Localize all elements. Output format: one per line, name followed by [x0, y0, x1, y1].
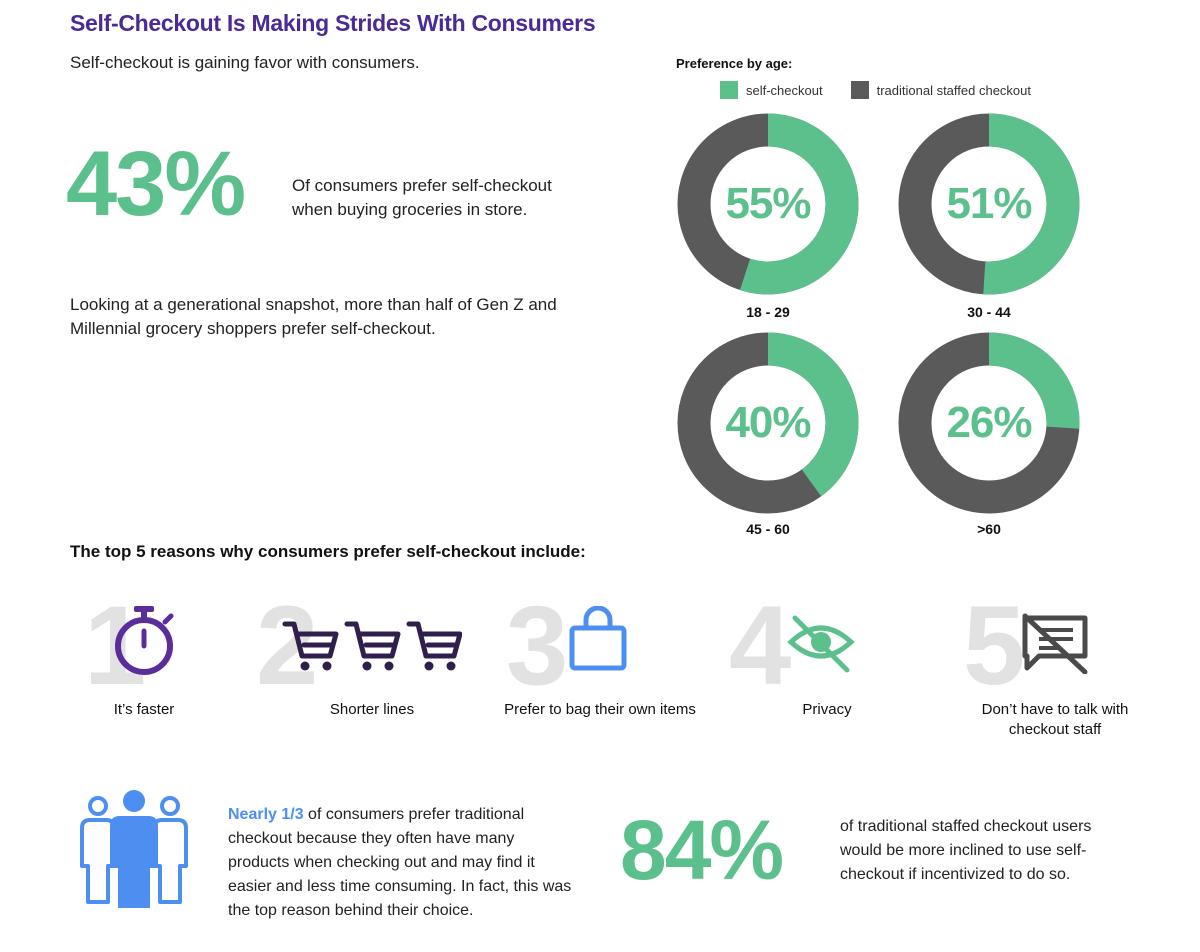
age-label-18-29: 18 - 29: [746, 304, 790, 320]
reason-label-5: Don’t have to talk with checkout staff: [981, 701, 1129, 738]
nearly-highlight: Nearly 1/3: [228, 806, 304, 823]
nearly-third-paragraph: Nearly 1/3 of consumers prefer tradition…: [228, 803, 573, 923]
reason-label-1: It’s faster: [113, 701, 175, 718]
reason-number-5: 5: [963, 583, 1026, 708]
reason-2: 2 Shorter lines: [256, 590, 472, 750]
legend-item-self-checkout: self-checkout: [720, 81, 823, 99]
donut-label-45-60: 40%: [725, 398, 811, 447]
donut-chart-45-60: 40%: [677, 332, 859, 514]
stopwatch-icon: [109, 604, 179, 681]
legend-label-traditional: traditional staffed checkout: [876, 82, 1032, 98]
stat-84-description: of traditional staffed checkout users wo…: [840, 818, 1092, 883]
chart-title: Preference by age:: [676, 56, 793, 71]
legend-swatch-self-checkout: [720, 81, 738, 99]
legend-swatch-traditional: [850, 81, 869, 99]
stat-43-value: 43%: [66, 133, 246, 235]
reason-label-2: Shorter lines: [329, 701, 415, 718]
shopping-bag-icon: [568, 605, 628, 677]
reasons-title: The top 5 reasons why consumers prefer s…: [70, 542, 586, 561]
stat-43-description: Of consumers prefer self-checkout when b…: [292, 176, 552, 219]
legend-label-self-checkout: self-checkout: [746, 82, 823, 98]
shopping-cart-icon: [282, 618, 463, 679]
eye-slash-icon: [785, 612, 857, 679]
donut-label-over-60: 26%: [946, 398, 1032, 447]
donut-label-18-29: 55%: [725, 179, 811, 228]
age-label-over-60: >60: [977, 521, 1001, 537]
donut-svg: [677, 113, 859, 295]
no-chat-icon: [1019, 612, 1091, 679]
reason-4: 4 Privacy: [727, 590, 927, 750]
page-title: Self-Checkout Is Making Strides With Con…: [70, 10, 596, 36]
donut-svg: [677, 332, 859, 514]
age-label-45-60: 45 - 60: [746, 521, 790, 537]
reason-label-4: Privacy: [802, 701, 852, 718]
donut-svg: [898, 332, 1080, 514]
donut-label-30-44: 51%: [946, 179, 1032, 228]
donut-chart-30-44: 51%: [898, 113, 1080, 295]
nearly-text: of consumers prefer traditional checkout…: [228, 806, 572, 919]
donut-segment-self-checkout: [677, 113, 859, 295]
reason-5: 5 Don’t have to talk with checkout staff: [955, 590, 1155, 750]
donut-segment-self-checkout: [898, 113, 1080, 295]
reason-1: 1 It’s faster: [44, 590, 244, 750]
donut-chart-over-60: 26%: [898, 332, 1080, 514]
legend-item-traditional: traditional staffed checkout: [850, 81, 1032, 99]
donut-svg: [898, 113, 1080, 295]
reason-label-3: Prefer to bag their own items: [504, 701, 696, 718]
stat-84-value: 84%: [620, 803, 784, 897]
people-group-icon: [74, 790, 194, 915]
reason-number-3: 3: [506, 583, 569, 708]
donut-chart-18-29: 55%: [677, 113, 859, 295]
generational-text: Looking at a generational snapshot, more…: [70, 295, 557, 338]
chart-legend: self-checkout traditional staffed checko…: [720, 80, 1059, 100]
reason-number-4: 4: [729, 583, 792, 708]
donut-segment-self-checkout: [898, 332, 1080, 514]
page-subtitle: Self-checkout is gaining favor with cons…: [70, 53, 420, 72]
reason-3: 3 Prefer to bag their own items: [500, 590, 700, 750]
donut-segment-self-checkout: [677, 332, 859, 514]
age-label-30-44: 30 - 44: [967, 304, 1011, 320]
